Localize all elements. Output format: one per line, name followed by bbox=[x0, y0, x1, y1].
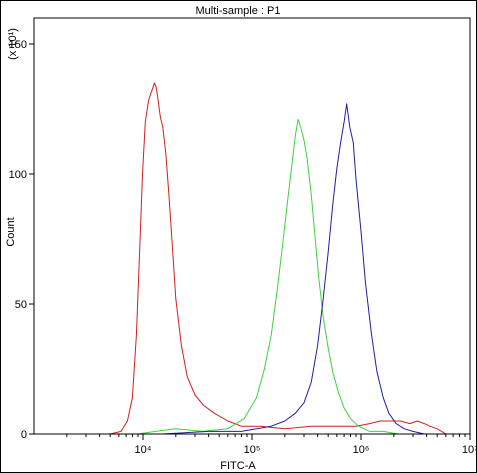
y-multiplier-label: (x 10¹) bbox=[7, 28, 19, 60]
y-tick-label: 50 bbox=[15, 299, 27, 311]
plot-area-border bbox=[33, 17, 471, 435]
y-axis-label: Count bbox=[5, 217, 17, 246]
series-line-1 bbox=[110, 82, 447, 435]
x-tick-label: 10⁴ bbox=[135, 444, 152, 456]
x-axis-label: FITC-A bbox=[220, 460, 256, 472]
y-tick-label: 0 bbox=[21, 429, 27, 441]
x-axis: 10⁴ 10⁵ 10⁶ 10⁷ bbox=[66, 434, 476, 456]
x-tick-label: 10⁷ bbox=[462, 444, 476, 456]
series-line-3 bbox=[162, 103, 425, 435]
y-axis: 0 50 100 150 bbox=[9, 39, 34, 441]
y-tick-label: 100 bbox=[9, 169, 27, 181]
x-tick-label: 10⁶ bbox=[353, 444, 370, 456]
x-tick-label: 10⁵ bbox=[244, 444, 261, 456]
chart-title: Multi-sample : P1 bbox=[196, 5, 281, 17]
series-group bbox=[110, 82, 447, 435]
series-line-2 bbox=[137, 118, 413, 435]
y-tick-label: 150 bbox=[9, 39, 27, 51]
